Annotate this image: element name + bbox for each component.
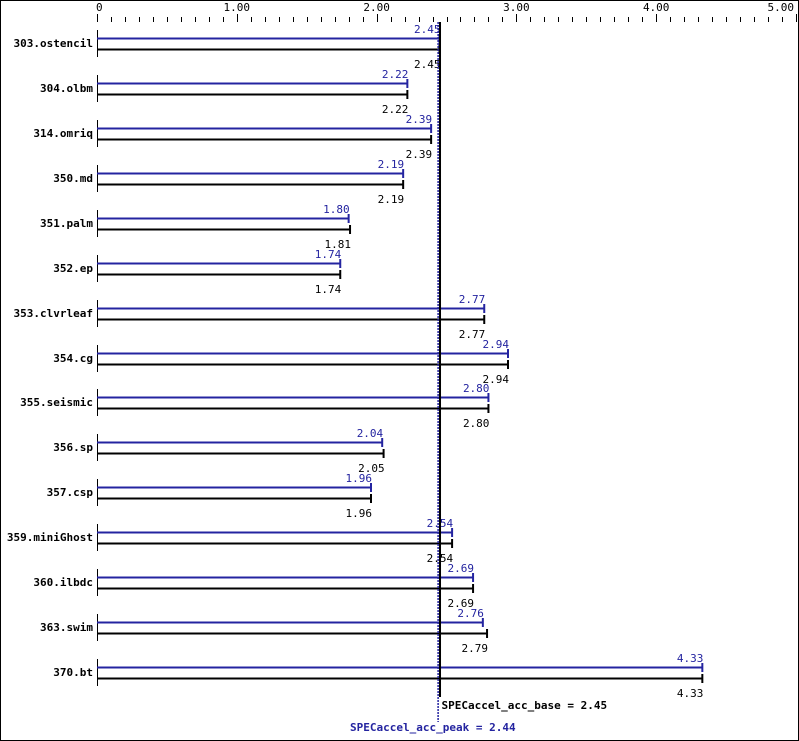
peak-value-label: 2.04 [357,427,384,440]
benchmark-label: 350.md [53,172,93,185]
base-value-label: 2.45 [414,58,441,71]
peak-value-label: 1.80 [323,203,350,216]
x-tick-label: 0 [96,1,103,14]
x-tick-label: 2.00 [363,1,390,14]
benchmark-label: 370.bt [53,666,93,679]
base-value-label: 2.69 [448,597,475,610]
peak-value-label: 2.77 [459,293,486,306]
benchmark-label: 356.sp [53,441,93,454]
base-summary-label: SPECaccel_acc_base = 2.45 [442,699,608,712]
benchmark-label: 363.swim [40,621,93,634]
base-value-label: 2.79 [462,642,489,655]
base-value-label: 2.80 [463,417,490,430]
x-tick-label: 1.00 [224,1,251,14]
base-value-label: 1.74 [315,283,342,296]
base-value-label: 2.22 [382,103,409,116]
peak-value-label: 2.22 [382,68,409,81]
benchmark-label: 304.olbm [40,82,93,95]
benchmark-label: 354.cg [53,352,93,365]
x-tick-label: 3.00 [503,1,530,14]
base-value-label: 2.94 [483,373,510,386]
base-value-label: 2.77 [459,328,486,341]
benchmark-label: 359.miniGhost [7,531,93,544]
base-value-label: 4.33 [677,687,704,700]
peak-value-label: 2.69 [448,562,475,575]
benchmark-label: 360.ilbdc [33,576,93,589]
benchmark-label: 352.ep [53,262,93,275]
peak-value-label: 2.19 [378,158,405,171]
benchmark-label: 353.clvrleaf [14,307,93,320]
benchmark-label: 303.ostencil [14,37,93,50]
base-value-label: 2.39 [406,148,433,161]
peak-value-label: 2.80 [463,382,490,395]
peak-value-label: 2.94 [483,338,510,351]
base-value-label: 2.19 [378,193,405,206]
base-value-label: 1.81 [325,238,352,251]
peak-value-label: 2.39 [406,113,433,126]
peak-value-label: 2.45 [414,23,441,36]
benchmark-label: 355.seismic [20,396,93,409]
peak-value-label: 1.74 [315,248,342,261]
x-tick-label: 4.00 [643,1,670,14]
benchmark-label: 357.csp [47,486,94,499]
peak-summary-label: SPECaccel_acc_peak = 2.44 [350,721,516,734]
peak-value-label: 4.33 [677,652,704,665]
x-tick-label: 5.00 [768,1,795,14]
benchmark-label: 351.palm [40,217,93,230]
peak-value-label: 2.76 [457,607,484,620]
base-value-label: 1.96 [346,507,373,520]
peak-value-label: 1.96 [346,472,373,485]
benchmark-label: 314.omriq [33,127,93,140]
base-value-label: 2.05 [358,462,385,475]
